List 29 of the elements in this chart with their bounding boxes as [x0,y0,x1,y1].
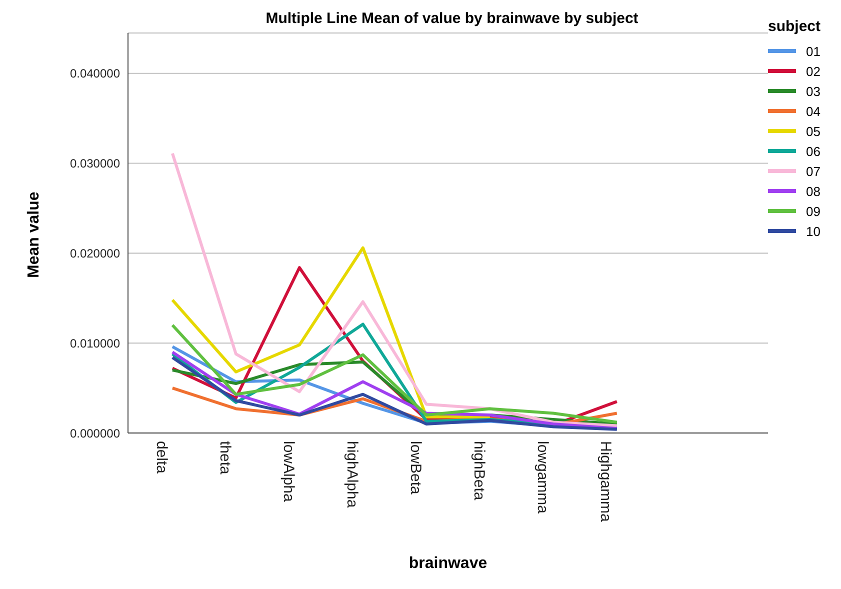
legend-title: subject [768,18,822,35]
x-axis-title: brainwave [408,555,488,572]
x-tick-label: theta [216,441,234,476]
legend-label: 06 [806,144,820,158]
x-tick-label: highBeta [470,441,488,501]
legend-label: 10 [806,224,820,238]
x-tick-label: lowAlpha [280,441,297,503]
legend-label: 07 [806,164,820,178]
x-tick-label: delta [152,441,170,474]
x-tick-label: lowBeta [406,441,424,496]
line-series [170,152,618,428]
chart-title: Multiple Line Mean of value by brainwave by subject [264,10,640,27]
legend-label: 05 [806,124,820,138]
y-tick-label: 0.030000 [70,156,120,171]
legend-label: 01 [806,44,820,58]
y-tick-label: 0.000000 [70,426,120,440]
legend-label: 04 [806,104,820,118]
legend-label: 08 [806,184,820,198]
legend-label: 03 [806,84,820,98]
y-tick-label: 0.010000 [70,336,120,350]
legend-label: 09 [806,204,820,218]
x-tick-label: Highgamma [597,441,614,523]
y-tick-label: 0.020000 [70,246,120,260]
y-axis-title: Mean value [26,192,43,278]
y-tick-label: 0.040000 [70,66,120,81]
x-tick-label: lowgamma [534,441,551,514]
x-tick-label: highAlpha [343,441,360,508]
legend-label: 02 [806,64,820,78]
line-series [170,246,492,418]
